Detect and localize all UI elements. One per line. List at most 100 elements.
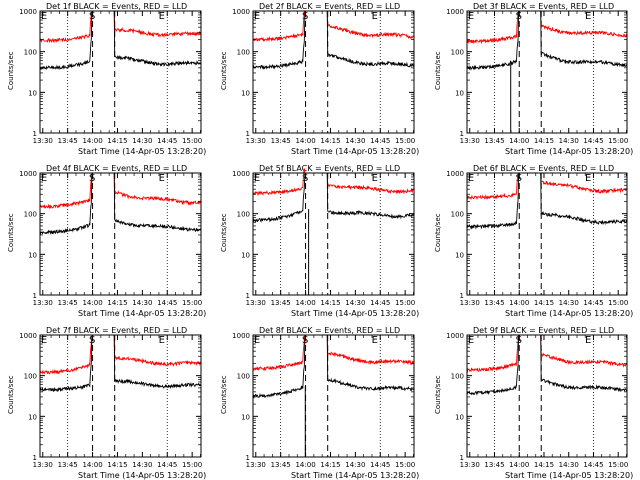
y-tick-label: 100 [451, 49, 464, 57]
y-tick-label: 1 [460, 292, 464, 300]
x-tick-label: 13:30 [33, 461, 53, 469]
y-tick-label: 100 [237, 211, 250, 219]
x-tick-label: 13:45 [58, 461, 78, 469]
panel-9: Det 9f BLACK = Events, RED = LLD Start Ti… [434, 326, 633, 480]
events-series-line [466, 172, 628, 230]
event-marker-label: E [468, 335, 474, 346]
x-tick-label: 14:15 [320, 299, 340, 307]
event-marker-label: E [372, 335, 378, 346]
event-marker-label: E [41, 335, 47, 346]
y-axis-label: Counts/sec [434, 375, 442, 414]
x-tick-label: 14:00 [295, 461, 315, 469]
lld-series-line [466, 334, 628, 373]
y-tick-label: 10 [241, 89, 250, 97]
y-axis-label: Counts/sec [220, 51, 228, 90]
events-series-line [466, 334, 628, 396]
plot-frame [39, 172, 202, 296]
x-tick-label: 14:00 [295, 137, 315, 145]
event-marker-label: E [585, 335, 591, 346]
x-tick-label: 15:00 [395, 299, 415, 307]
y-tick-label: 1000 [19, 8, 37, 16]
lld-series-line [39, 334, 202, 375]
x-tick-label: 14:45 [370, 299, 390, 307]
x-tick-label: 13:45 [484, 137, 504, 145]
y-tick-label: 100 [451, 211, 464, 219]
y-tick-label: 1 [33, 130, 37, 138]
x-tick-label: 13:30 [460, 299, 480, 307]
lld-series-line [466, 172, 628, 201]
x-tick-label: 14:15 [534, 461, 554, 469]
x-axis-label: Start Time (14-Apr-05 13:28:20) [505, 309, 633, 318]
x-tick-label: 14:30 [345, 461, 365, 469]
y-tick-label: 1000 [446, 332, 464, 340]
y-tick-label: 10 [455, 413, 464, 421]
x-tick-label: 13:30 [460, 461, 480, 469]
panel-1: Det 1f BLACK = Events, RED = LLD Start Ti… [7, 2, 206, 156]
event-marker-label: E [41, 173, 47, 184]
plot-frame [466, 334, 628, 458]
y-tick-label: 100 [237, 49, 250, 57]
x-tick-label: 15:00 [608, 461, 628, 469]
x-axis-label: Start Time (14-Apr-05 13:28:20) [78, 471, 206, 480]
y-tick-label: 1000 [19, 170, 37, 178]
panel-title: Det 1f BLACK = Events, RED = LLD [46, 2, 187, 11]
panel-title: Det 7f BLACK = Events, RED = LLD [46, 326, 187, 335]
x-tick-label: 15:00 [182, 137, 202, 145]
y-tick-label: 1 [246, 130, 250, 138]
lld-series-line [39, 10, 202, 44]
events-series-line [252, 172, 414, 223]
x-tick-label: 13:30 [460, 137, 480, 145]
x-tick-label: 14:45 [583, 461, 603, 469]
y-tick-label: 1 [33, 292, 37, 300]
event-marker-label: E [372, 11, 378, 22]
x-tick-label: 15:00 [395, 461, 415, 469]
x-tick-label: 15:00 [182, 461, 202, 469]
x-tick-label: 14:00 [82, 299, 102, 307]
x-tick-label: 14:15 [107, 137, 127, 145]
panel-6: Det 6f BLACK = Events, RED = LLD Start Ti… [434, 164, 633, 318]
events-series-line [252, 334, 415, 399]
x-axis-label: Start Time (14-Apr-05 13:28:20) [78, 309, 206, 318]
x-tick-label: 14:45 [157, 137, 177, 145]
y-tick-label: 10 [28, 251, 37, 259]
x-axis-label: Start Time (14-Apr-05 13:28:20) [505, 471, 633, 480]
x-tick-label: 14:15 [107, 461, 127, 469]
event-marker-label: E [585, 11, 591, 22]
panel-8: Det 8f BLACK = Events, RED = LLD Start Ti… [220, 326, 419, 480]
panel-title: Det 2f BLACK = Events, RED = LLD [259, 2, 400, 11]
panel-title: Det 3f BLACK = Events, RED = LLD [473, 2, 614, 11]
event-marker-label: E [159, 335, 165, 346]
x-tick-label: 13:30 [33, 299, 53, 307]
y-tick-label: 1 [460, 130, 464, 138]
x-tick-label: 14:45 [370, 461, 390, 469]
y-tick-label: 1000 [19, 332, 37, 340]
y-axis-label: Counts/sec [220, 213, 228, 252]
x-tick-label: 15:00 [608, 137, 628, 145]
y-tick-label: 10 [455, 89, 464, 97]
x-tick-label: 14:45 [583, 299, 603, 307]
x-tick-label: 13:45 [58, 299, 78, 307]
y-tick-label: 1000 [232, 332, 250, 340]
y-axis-label: Counts/sec [434, 51, 442, 90]
y-tick-label: 1 [246, 292, 250, 300]
x-tick-label: 14:00 [295, 299, 315, 307]
x-tick-label: 14:45 [583, 137, 603, 145]
x-tick-label: 14:00 [509, 299, 529, 307]
y-tick-label: 1000 [232, 8, 250, 16]
x-tick-label: 14:00 [509, 137, 529, 145]
event-marker-label: E [585, 173, 591, 184]
panel-3: Det 3f BLACK = Events, RED = LLD Start Ti… [434, 2, 633, 156]
x-tick-label: 14:00 [509, 461, 529, 469]
x-axis-label: Start Time (14-Apr-05 13:28:20) [291, 309, 419, 318]
events-series-line [39, 334, 202, 393]
plot-frame [466, 172, 628, 296]
x-tick-label: 13:30 [33, 137, 53, 145]
y-tick-label: 1 [33, 454, 37, 462]
x-tick-label: 13:45 [484, 299, 504, 307]
x-tick-label: 14:45 [157, 299, 177, 307]
event-marker-label: E [372, 173, 378, 184]
y-tick-label: 10 [241, 413, 250, 421]
y-tick-label: 1000 [446, 170, 464, 178]
x-tick-label: 14:45 [370, 137, 390, 145]
x-tick-label: 14:15 [320, 461, 340, 469]
